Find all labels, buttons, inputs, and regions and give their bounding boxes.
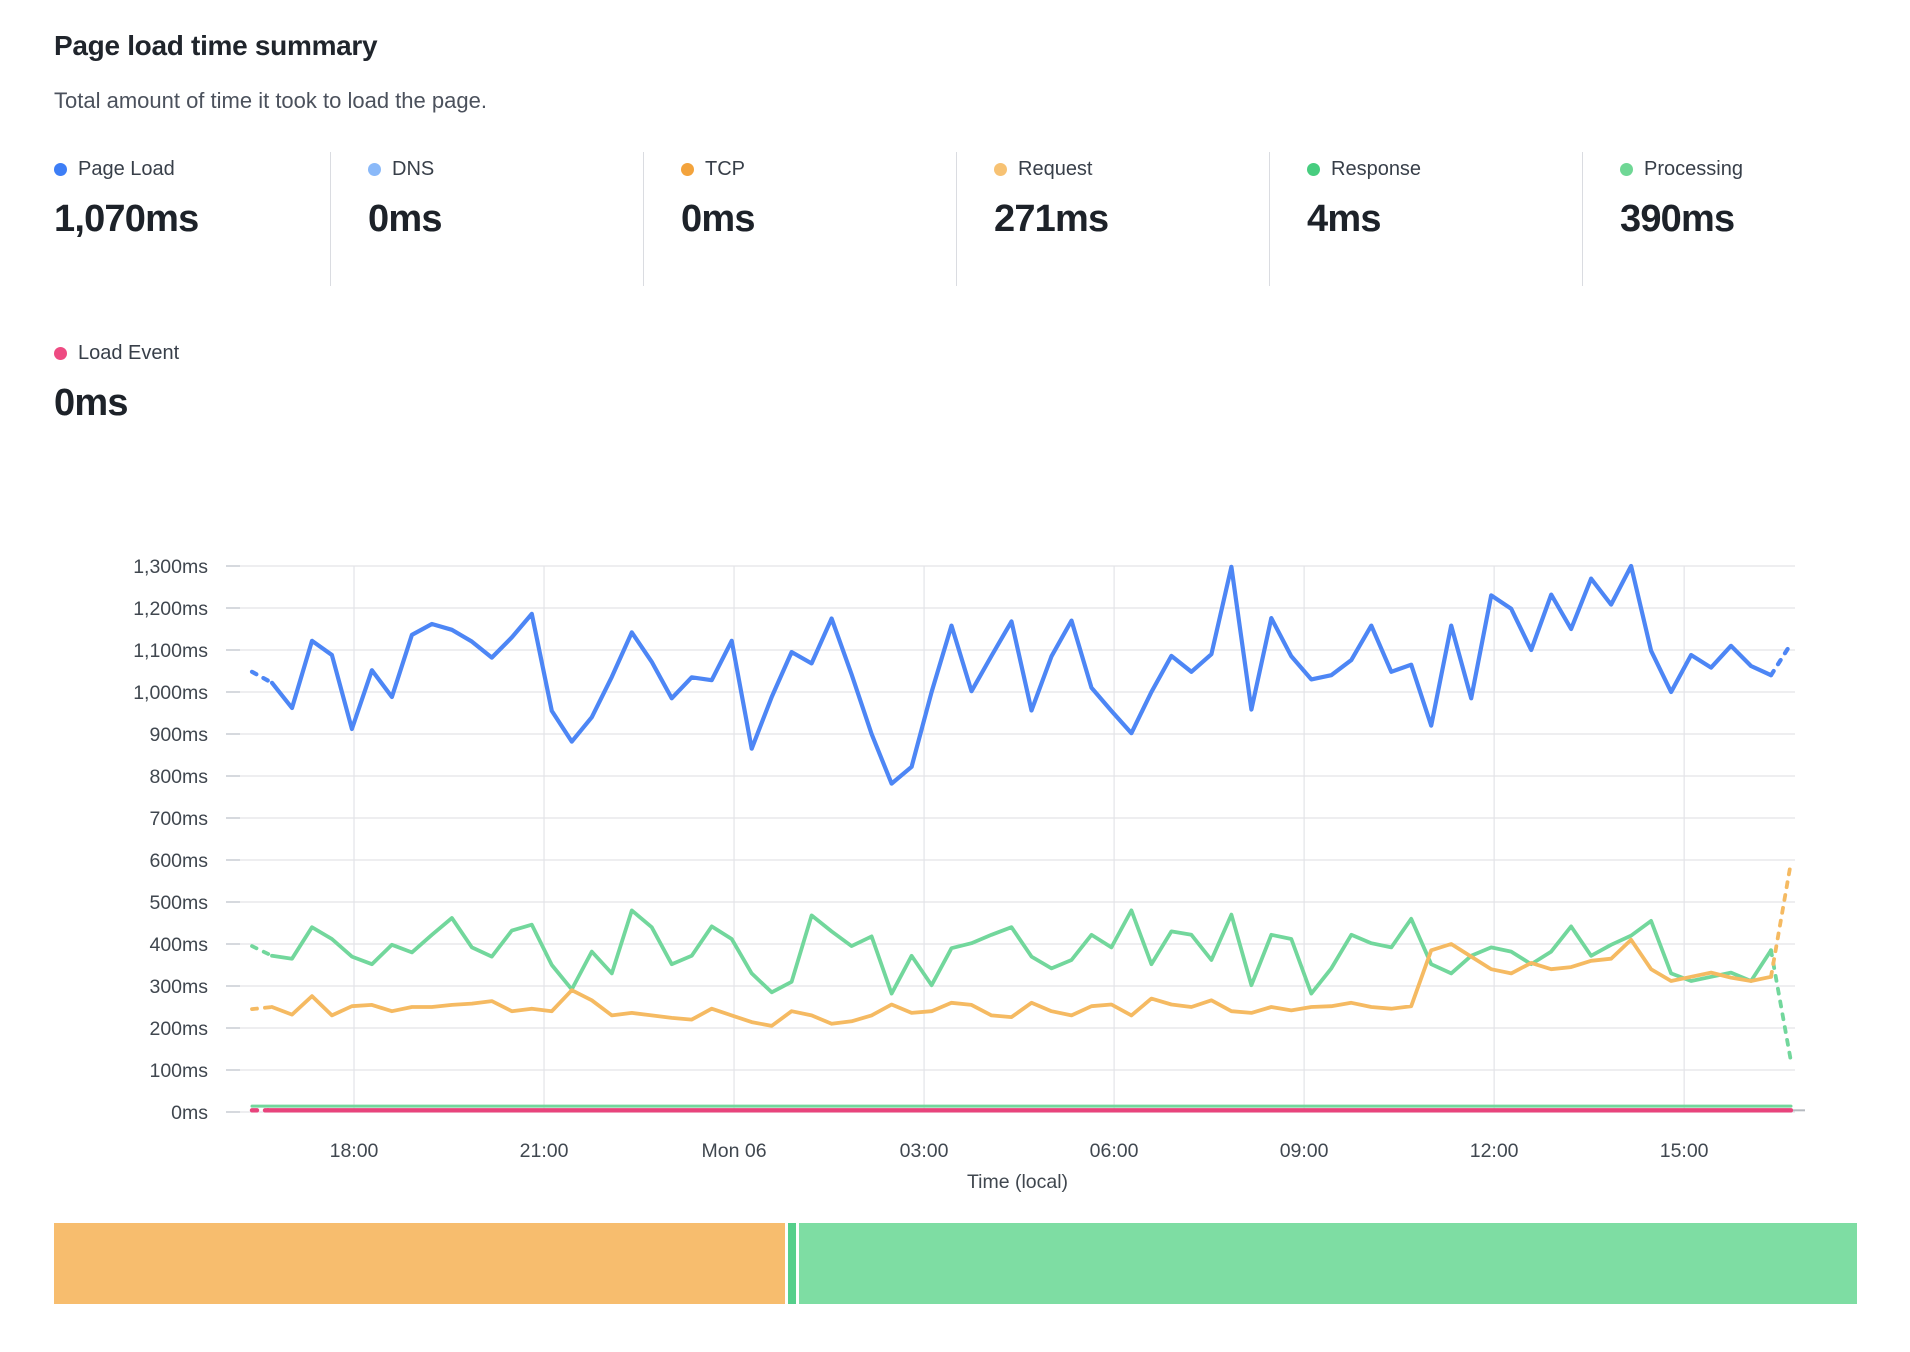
series-line-page-load (269, 563, 1774, 786)
stat-response: Response 4ms (1269, 152, 1582, 286)
timeline-bar (54, 1223, 1857, 1304)
page-load-dot-icon (54, 162, 67, 176)
legend-page-load[interactable]: Page Load (54, 157, 330, 181)
stat-tcp: TCP 0ms (643, 152, 956, 286)
series-line-request (1769, 860, 1793, 979)
stat-value-load-event: 0ms (54, 382, 128, 424)
y-axis-label: 500ms (149, 892, 208, 914)
stat-value-tcp: 0ms (681, 198, 755, 240)
x-axis-title: Time (local) (967, 1171, 1068, 1193)
series-line-processing (1769, 948, 1793, 1064)
stat-value-processing: 390ms (1620, 198, 1735, 240)
page-title: Page load time summary (54, 30, 378, 61)
legend-label: Response (1331, 157, 1422, 180)
x-axis-label: 18:00 (330, 1140, 379, 1162)
stats-row: Page Load 1,070ms DNS 0ms TCP 0ms Reques… (54, 152, 1895, 286)
y-axis-label: 0ms (171, 1102, 208, 1124)
y-axis-label: 700ms (149, 808, 208, 830)
stat-value-page-load: 1,070ms (54, 198, 199, 240)
y-axis-label: 100ms (149, 1060, 208, 1082)
stat-value-response: 4ms (1307, 198, 1381, 240)
legend-label: DNS (392, 157, 435, 180)
y-axis-label: 300ms (149, 976, 208, 998)
load-event-dot-icon (54, 346, 67, 360)
x-axis-label: Mon 06 (702, 1140, 767, 1162)
series-line-request (250, 1005, 274, 1011)
tcp-dot-icon (681, 162, 694, 176)
response-dot-icon (1307, 162, 1320, 176)
legend-label: TCP (705, 157, 745, 180)
stat-value-dns: 0ms (368, 198, 442, 240)
legend-label: Page Load (78, 157, 175, 180)
dns-dot-icon (368, 162, 381, 176)
stat-dns: DNS 0ms (330, 152, 643, 286)
series-line-processing (270, 908, 1773, 996)
x-axis-label: 12:00 (1470, 1140, 1519, 1162)
legend-label: Load Event (78, 341, 180, 364)
y-axis-label: 1,100ms (133, 640, 208, 662)
legend-label: Processing (1644, 157, 1743, 180)
stat-load-event: Load Event 0ms (54, 336, 179, 425)
y-axis-label: 1,200ms (133, 598, 208, 620)
series-line-page-load (1768, 641, 1794, 678)
x-axis-label: 09:00 (1280, 1140, 1329, 1162)
request-dot-icon (994, 162, 1007, 176)
x-axis-label: 06:00 (1090, 1140, 1139, 1162)
legend-request[interactable]: Request (994, 157, 1269, 181)
legend-tcp[interactable]: TCP (681, 157, 956, 181)
series-line-request (270, 937, 1773, 1028)
y-axis-label: 1,000ms (133, 682, 208, 704)
stat-page-load: Page Load 1,070ms (54, 152, 330, 286)
y-axis-label: 600ms (149, 850, 208, 872)
legend-load-event[interactable]: Load Event (54, 341, 179, 365)
series-line-page-load (249, 669, 275, 685)
x-axis-label: 15:00 (1660, 1140, 1709, 1162)
legend-processing[interactable]: Processing (1620, 157, 1895, 181)
x-axis-label: 21:00 (520, 1140, 569, 1162)
legend-label: Request (1018, 157, 1093, 180)
y-axis-label: 400ms (149, 934, 208, 956)
timeline-segment-response[interactable] (788, 1223, 796, 1304)
legend-dns[interactable]: DNS (368, 157, 643, 181)
legend-response[interactable]: Response (1307, 157, 1582, 181)
page-subtitle: Total amount of time it took to load the… (54, 88, 487, 113)
timeline-segment-request[interactable] (54, 1223, 786, 1304)
y-axis-label: 200ms (149, 1018, 208, 1040)
series-line-processing (250, 944, 274, 958)
y-axis-label: 900ms (149, 724, 208, 746)
stat-processing: Processing 390ms (1582, 152, 1895, 286)
stat-value-request: 271ms (994, 198, 1109, 240)
processing-dot-icon (1620, 162, 1633, 176)
y-axis-label: 1,300ms (133, 556, 208, 578)
y-axis-label: 800ms (149, 766, 208, 788)
timeline-segment-processing[interactable] (798, 1223, 1857, 1304)
stat-request: Request 271ms (956, 152, 1269, 286)
x-axis-label: 03:00 (900, 1140, 949, 1162)
